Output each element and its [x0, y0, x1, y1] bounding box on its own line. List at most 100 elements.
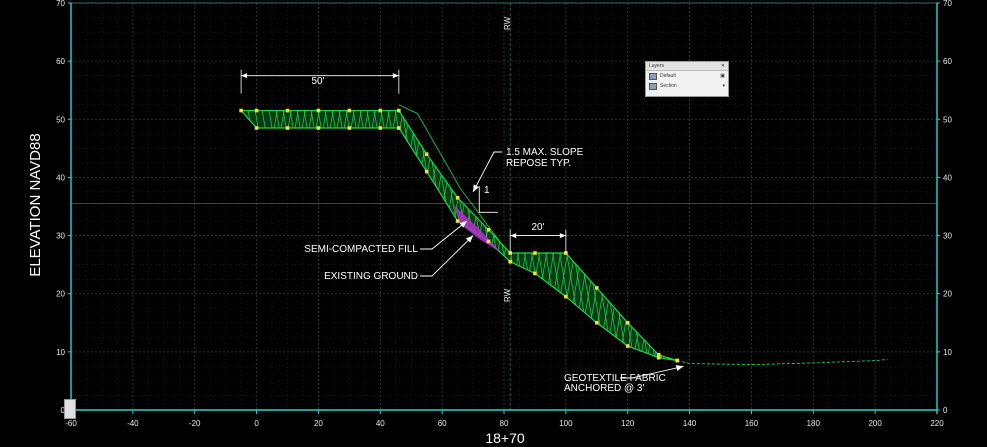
y-tick-label-right: 20	[943, 290, 952, 299]
x-tick-labels: -60 -40 -20 0 20 40 60 80 100 120 140 160 180 200 220	[65, 419, 944, 428]
x-tick-label: 100	[559, 419, 573, 428]
node-marker	[533, 271, 537, 276]
layer-panel-titlebar[interactable]: Layers ✕	[646, 62, 728, 71]
y-tick-label-left: 20	[56, 290, 65, 299]
x-tick-label: 40	[376, 419, 385, 428]
existing-ground-line	[677, 358, 888, 366]
y-tick-label-left: 0	[61, 406, 66, 415]
node-marker	[424, 169, 429, 174]
note-slope-line2: REPOSE TYP.	[506, 158, 571, 169]
fabric-leader	[620, 365, 684, 379]
y-tick-label-right: 0	[943, 406, 948, 415]
ucs-marker-icon	[64, 399, 76, 419]
slope-outline	[398, 104, 505, 248]
fill-leader	[420, 220, 468, 250]
node-marker	[254, 126, 259, 130]
node-marker	[347, 108, 352, 113]
node-marker	[316, 108, 321, 113]
node-marker	[378, 108, 383, 113]
node-marker	[285, 108, 290, 113]
node-marker	[564, 294, 568, 299]
node-marker	[347, 126, 352, 130]
y-tick-label-left: 10	[56, 348, 65, 357]
node-marker	[455, 195, 460, 200]
x-tick-label: 120	[621, 419, 635, 428]
slope-ratio-label: 1	[484, 185, 490, 196]
node-marker	[316, 126, 321, 130]
node-marker	[594, 320, 599, 325]
node-marker	[625, 344, 630, 348]
ground-leader-arrow	[465, 235, 474, 243]
node-marker	[594, 286, 599, 290]
y-tick-labels: 0 0 10 10 20 20 30 30 40 40 50 50 60 60 70 70	[56, 0, 952, 415]
dim-lower-label: 20'	[531, 222, 544, 233]
layer-swatch-icon	[649, 72, 657, 80]
y-tick-label-left: 50	[56, 115, 65, 124]
dim-line-upper-arrow	[241, 73, 248, 79]
x-tick-label: 80	[500, 419, 509, 428]
x-tick-label: 220	[930, 419, 944, 428]
node-marker	[254, 108, 259, 113]
slope-leader-arrow	[473, 184, 479, 192]
layer-row[interactable]: Default ▣	[646, 71, 728, 81]
x-tick-label: 0	[254, 419, 259, 428]
lock-icon[interactable]: ▣	[720, 73, 725, 79]
x-tick-label: 160	[745, 419, 759, 428]
y-tick-label-right: 60	[943, 57, 952, 66]
layer-row-label: Section	[660, 83, 677, 89]
y-tick-label-left: 70	[56, 0, 65, 8]
node-marker	[533, 251, 537, 255]
ground-leader	[420, 235, 474, 277]
y-tick-label-right: 30	[943, 232, 952, 241]
node-marker	[508, 259, 512, 264]
rw-label-mid: RW	[503, 288, 512, 302]
slope-triangle	[478, 186, 498, 213]
dim-line-lower-arrow	[559, 233, 566, 239]
node-marker	[656, 352, 661, 357]
dim-upper-label: 50'	[311, 76, 324, 87]
note-ground: EXISTING GROUND	[324, 271, 418, 282]
node-marker	[486, 227, 491, 232]
note-slope-line1: 1.5 MAX. SLOPE	[506, 147, 584, 158]
layer-swatch-icon	[649, 82, 657, 90]
x-tick-label: 180	[807, 419, 821, 428]
node-marker	[397, 126, 401, 130]
node-marker	[378, 126, 383, 130]
y-tick-label-left: 40	[56, 173, 65, 182]
y-tick-label-left: 30	[56, 232, 65, 241]
layer-row[interactable]: Section ▾	[646, 81, 728, 91]
note-fabric-line1: GEOTEXTILE FABRIC	[564, 373, 666, 384]
node-marker	[675, 358, 679, 363]
dim-line-upper-arrow	[392, 73, 399, 79]
node-marker	[656, 355, 661, 360]
layer-panel-title: Layers	[649, 63, 665, 69]
node-marker	[285, 126, 290, 130]
axes	[68, 2, 940, 414]
x-tick-label: 20	[314, 419, 323, 428]
layer-panel[interactable]: Layers ✕ Default ▣ Section ▾	[645, 61, 729, 97]
y-tick-label-right: 70	[943, 0, 952, 8]
close-icon[interactable]: ✕	[720, 63, 725, 69]
x-tick-label: 60	[438, 419, 447, 428]
chevron-down-icon[interactable]: ▾	[722, 83, 725, 89]
node-marker	[424, 152, 429, 156]
note-fabric-line2: ANCHORED @ 3'	[564, 383, 644, 394]
semi-compacted-fill	[454, 206, 499, 251]
fill-leader-arrow	[459, 221, 467, 228]
node-marker	[625, 320, 630, 325]
fabric-leader-arrow	[675, 365, 684, 371]
dim-line-lower-arrow	[510, 233, 517, 239]
x-tick-label: 200	[868, 419, 882, 428]
slope-leader	[472, 151, 502, 193]
y-tick-label-right: 50	[943, 115, 952, 124]
rw-label-top: RW	[503, 16, 512, 30]
x-tick-label: -40	[127, 419, 139, 428]
y-tick-label-left: 60	[56, 57, 65, 66]
node-marker	[239, 108, 243, 113]
x-axis-title: 18+70	[485, 430, 525, 446]
annotations	[240, 69, 684, 379]
node-marker	[397, 108, 401, 113]
node-marker	[486, 239, 491, 244]
y-tick-label-right: 10	[943, 348, 952, 357]
